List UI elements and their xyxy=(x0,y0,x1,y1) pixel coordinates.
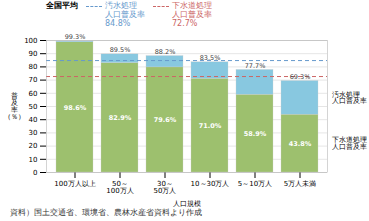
svg-text:82.9%: 82.9% xyxy=(109,114,132,122)
svg-text:100万人以上: 100万人以上 xyxy=(54,180,95,188)
html-text:資料）国土交通省、環境省、農林水産省資料より作成: 資料）国土交通省、環境省、農林水産省資料より作成 xyxy=(10,208,202,217)
html-text:全国平均: 全国平均 xyxy=(46,1,78,10)
svg-text:10: 10 xyxy=(29,156,38,164)
svg-text:79.6%: 79.6% xyxy=(154,116,177,124)
svg-text:50: 50 xyxy=(29,103,38,111)
svg-text:77.7%: 77.7% xyxy=(245,62,266,70)
svg-text:下水道処理人口普及率: 下水道処理人口普及率 xyxy=(332,136,367,151)
svg-text:10～30万人: 10～30万人 xyxy=(191,180,230,188)
svg-text:普及率（％）: 普及率（％） xyxy=(4,91,25,121)
svg-text:30～50万人: 30～50万人 xyxy=(154,180,177,195)
svg-text:0: 0 xyxy=(33,169,37,177)
html-text:下水道処理 人口普及率 72.7%: 下水道処理 人口普及率 72.7% xyxy=(172,1,212,28)
svg-text:5～10万人: 5～10万人 xyxy=(238,180,272,188)
svg-text:50～100万人: 50～100万人 xyxy=(106,180,133,195)
svg-text:71.0%: 71.0% xyxy=(199,122,222,130)
svg-text:99.3%: 99.3% xyxy=(65,33,86,41)
svg-text:80: 80 xyxy=(29,63,38,71)
svg-text:70: 70 xyxy=(29,76,38,84)
svg-text:43.8%: 43.8% xyxy=(289,140,312,148)
svg-text:人口規模: 人口規模 xyxy=(173,200,201,208)
svg-text:40: 40 xyxy=(29,116,38,124)
svg-text:83.5%: 83.5% xyxy=(200,54,221,62)
svg-text:90: 90 xyxy=(29,50,38,58)
svg-text:89.5%: 89.5% xyxy=(110,46,131,54)
svg-text:60: 60 xyxy=(29,90,38,98)
svg-text:69.3%: 69.3% xyxy=(290,73,311,81)
svg-text:5万人未満: 5万人未満 xyxy=(284,180,316,188)
svg-text:100: 100 xyxy=(24,37,37,45)
svg-text:98.6%: 98.6% xyxy=(64,104,87,112)
svg-text:88.2%: 88.2% xyxy=(155,48,176,56)
svg-text:30: 30 xyxy=(29,129,38,137)
svg-text:58.9%: 58.9% xyxy=(244,130,267,138)
html-text:汚水処理 人口普及率 84.8%: 汚水処理 人口普及率 84.8% xyxy=(105,1,145,28)
svg-text:20: 20 xyxy=(29,142,38,150)
svg-text:汚水処理人口普及率: 汚水処理人口普及率 xyxy=(332,91,367,106)
